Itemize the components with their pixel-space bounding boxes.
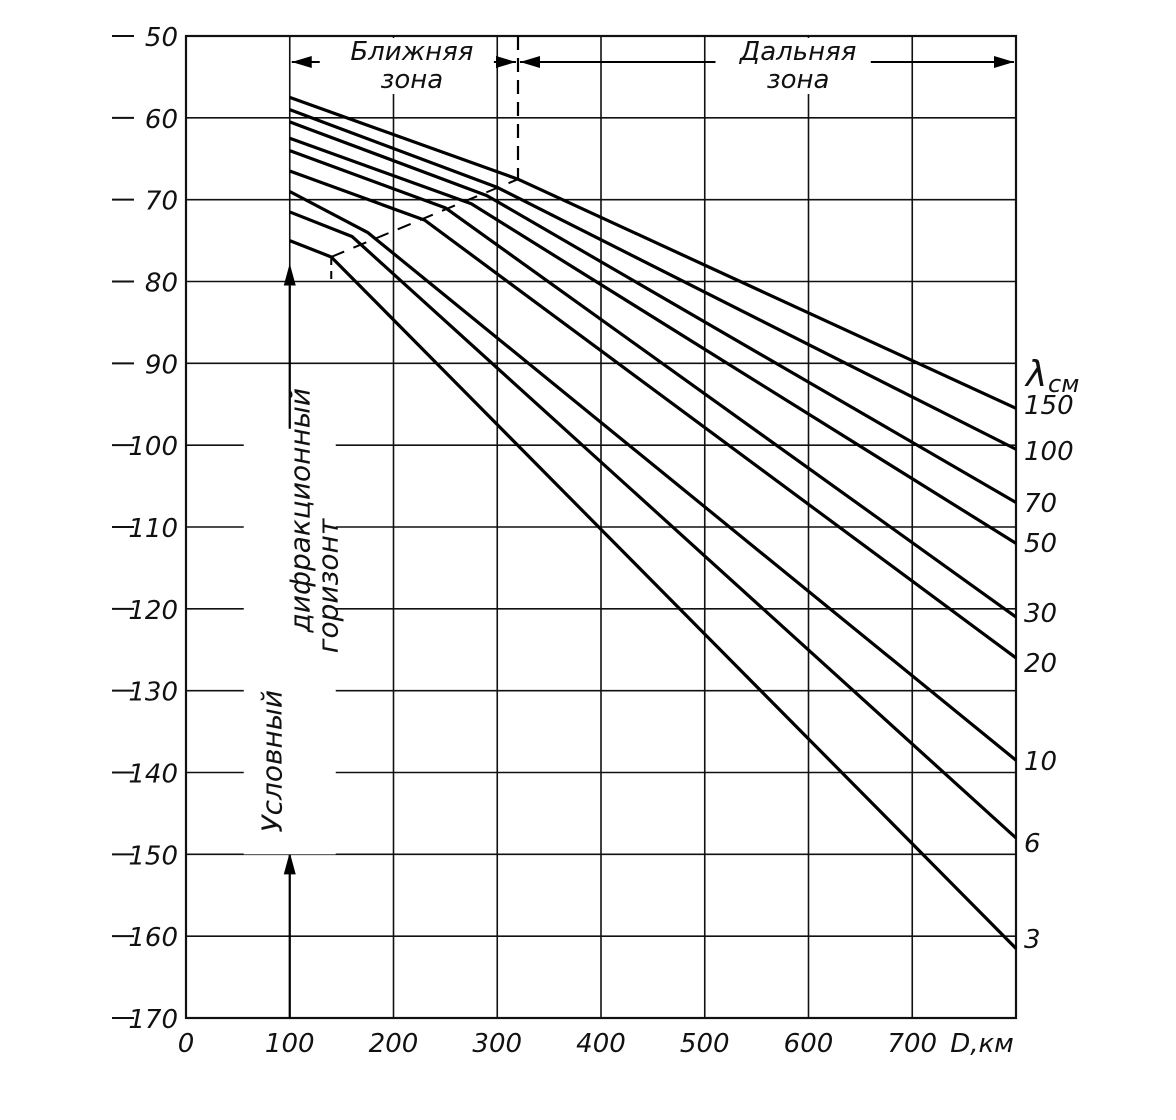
near-zone-label-line1: Ближняя <box>350 37 473 67</box>
horizon-arrow-lower <box>283 852 296 875</box>
y-tick-label: 130 <box>128 678 178 708</box>
y-tick-label: 150 <box>128 841 178 871</box>
legend-title-symbol: λ <box>1024 354 1047 395</box>
x-tick-label: 300 <box>472 1029 522 1059</box>
y-tick-label: 50 <box>145 23 178 53</box>
series-label-100: 100 <box>1024 437 1074 467</box>
y-tick-label: 120 <box>128 596 178 626</box>
series-label-20: 20 <box>1024 649 1057 679</box>
y-tick-label: 60 <box>145 105 178 135</box>
x-tick-label: 100 <box>265 1029 315 1059</box>
series-label-10: 10 <box>1024 747 1057 777</box>
plot-frame <box>184 34 1018 1020</box>
series-label-150: 150 <box>1024 391 1074 421</box>
y-tick-label: 140 <box>128 760 178 790</box>
horizon-label-line2: дифракционный <box>284 388 317 634</box>
series-label-30: 30 <box>1024 599 1057 629</box>
x-tick-label: 700 <box>887 1029 937 1059</box>
x-axis-label: D,км <box>950 1029 1014 1059</box>
y-tick-label: 170 <box>128 1005 178 1035</box>
plot-border <box>184 34 1018 1020</box>
x-tick-label: 400 <box>576 1029 626 1059</box>
series-label-50: 50 <box>1024 529 1057 559</box>
horizon-label-bg <box>243 428 336 855</box>
series-label-3: 3 <box>1024 925 1041 955</box>
series-line-70 <box>289 120 1017 504</box>
series-group <box>289 95 1018 950</box>
series-line-10 <box>289 190 1018 762</box>
far-zone-label-bg <box>728 38 869 94</box>
annotations: БлижняязонаДальняязонаУсловныйдифракцион… <box>243 36 1014 1018</box>
series-line-30 <box>289 149 1017 619</box>
series-line-6 <box>289 210 1018 840</box>
near-zone-label-line2: зона <box>381 65 444 95</box>
series-line-3 <box>289 239 1018 950</box>
x-tick-label: 500 <box>680 1029 730 1059</box>
y-tick-label: 70 <box>145 187 178 217</box>
series-line-150 <box>289 95 1017 410</box>
near-zone-left-arrow-head <box>291 56 312 68</box>
y-tick-label: 100 <box>128 432 178 462</box>
y-tick-label: 110 <box>128 514 178 544</box>
far-zone-label-line1: Дальняя <box>739 37 856 67</box>
horizon-label-line3: горизонт <box>312 518 345 653</box>
far-zone-right-arrow-head <box>994 56 1014 68</box>
transition-dashed-line <box>330 178 519 258</box>
near-zone-label-bg <box>329 38 494 94</box>
horizon-arrow-upper <box>283 263 296 286</box>
series-line-50 <box>289 136 1017 545</box>
series-label-6: 6 <box>1024 829 1041 859</box>
far-zone-label-line2: зона <box>767 65 830 95</box>
near-zone-right-arrow-head <box>496 56 516 68</box>
y-tick-label: 90 <box>145 350 178 380</box>
x-tick-label: 0 <box>178 1029 195 1059</box>
x-tick-label: 200 <box>369 1029 419 1059</box>
x-tick-label: 600 <box>784 1029 834 1059</box>
series-label-70: 70 <box>1024 489 1057 519</box>
y-tick-label: 160 <box>128 923 178 953</box>
far-zone-left-arrow-head <box>520 56 540 68</box>
series-line-20 <box>289 169 1017 660</box>
y-tick-label: 80 <box>145 269 178 299</box>
legend-title-unit: см <box>1048 370 1079 398</box>
horizon-label-line1: Условный <box>256 690 289 833</box>
